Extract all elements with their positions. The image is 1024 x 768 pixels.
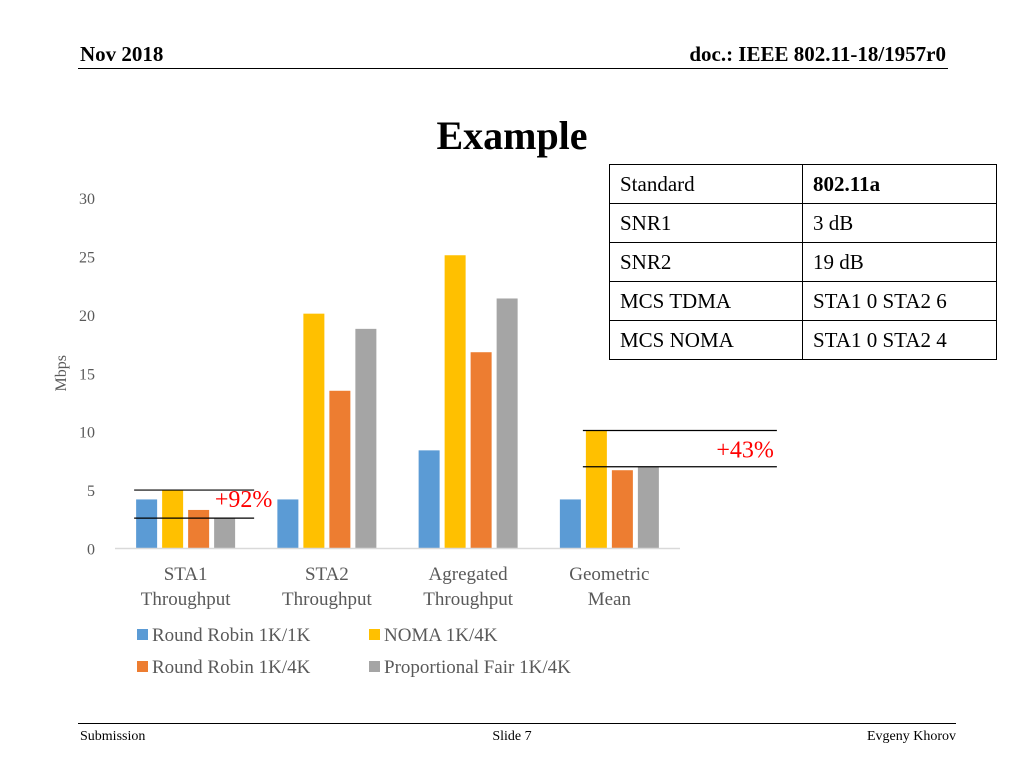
x-category-label: Geometric xyxy=(569,564,649,585)
bar-3-3 xyxy=(470,352,492,549)
legend-swatch xyxy=(137,661,148,672)
table-value: 19 dB xyxy=(802,242,997,282)
x-category-label: Throughput xyxy=(282,589,372,610)
parameters-table: Standard 802.11a SNR1 3 dB SNR2 19 dB MC… xyxy=(609,164,997,360)
annotation-label: +43% xyxy=(716,437,774,463)
legend-label: Round Robin 1K/1K xyxy=(152,625,311,646)
x-category-label: STA2 xyxy=(305,564,349,585)
throughput-bar-chart: 0 5 10 15 20 25 30 Mbps STA1 Throughput STA2 Throug… xyxy=(53,191,777,678)
bar-2-1 xyxy=(277,499,299,549)
table-value: 3 dB xyxy=(802,203,997,243)
table-value: 802.11a xyxy=(802,164,997,204)
footer-slide-number: Slide 7 xyxy=(492,729,532,744)
table-key: SNR1 xyxy=(609,203,803,243)
table-value: STA1 0 STA2 6 xyxy=(802,281,997,321)
bar-3-4 xyxy=(496,298,518,549)
x-category-label: STA1 xyxy=(164,564,208,585)
bar-3-1 xyxy=(418,450,440,549)
bar-3-2 xyxy=(444,255,466,549)
y-tick-label: 20 xyxy=(79,308,95,325)
footer-author: Evgeny Khorov xyxy=(866,729,956,744)
table-row: MCS NOMA STA1 0 STA2 4 xyxy=(609,320,997,360)
table-value: STA1 0 STA2 4 xyxy=(802,320,997,360)
table-key: MCS NOMA xyxy=(609,320,803,360)
bar-4-3 xyxy=(611,470,633,549)
bar-2-4 xyxy=(355,328,377,549)
x-category-label: Throughput xyxy=(423,589,513,610)
header-divider xyxy=(78,68,948,69)
y-axis-label: Mbps xyxy=(53,355,70,391)
legend-swatch xyxy=(369,629,380,640)
bar-2-3 xyxy=(329,390,351,549)
table-row: Standard 802.11a xyxy=(609,164,997,204)
slide-title: Example xyxy=(436,113,588,158)
header-doc-id: doc.: IEEE 802.11-18/1957r0 xyxy=(689,42,946,66)
legend-label: Round Robin 1K/4K xyxy=(152,657,311,678)
legend-label: Proportional Fair 1K/4K xyxy=(384,657,571,678)
bar-4-2 xyxy=(585,430,607,549)
y-tick-label: 10 xyxy=(79,425,95,442)
legend-label: NOMA 1K/4K xyxy=(384,625,498,646)
bar-1-4 xyxy=(214,518,236,549)
annotation-label: +92% xyxy=(215,487,273,513)
header-date: Nov 2018 xyxy=(80,42,164,66)
x-category-label: Mean xyxy=(588,589,632,610)
y-tick-label: 5 xyxy=(87,483,95,500)
y-tick-label: 30 xyxy=(79,191,95,208)
bar-1-2 xyxy=(162,490,184,549)
y-tick-label: 0 xyxy=(87,542,95,559)
footer-submission: Submission xyxy=(80,729,146,744)
bar-1-3 xyxy=(188,509,210,549)
bar-4-1 xyxy=(559,499,581,549)
x-category-label: Agregated xyxy=(429,564,509,585)
y-tick-label: 15 xyxy=(79,366,95,383)
y-tick-label: 25 xyxy=(79,249,95,266)
footer-divider xyxy=(78,723,956,724)
legend-swatch xyxy=(369,661,380,672)
bar-4-4 xyxy=(637,466,659,549)
bar-1-1 xyxy=(136,499,158,549)
table-key: Standard xyxy=(609,164,803,204)
legend-swatch xyxy=(137,629,148,640)
bar-2-2 xyxy=(303,313,325,549)
x-category-label: Throughput xyxy=(141,589,231,610)
